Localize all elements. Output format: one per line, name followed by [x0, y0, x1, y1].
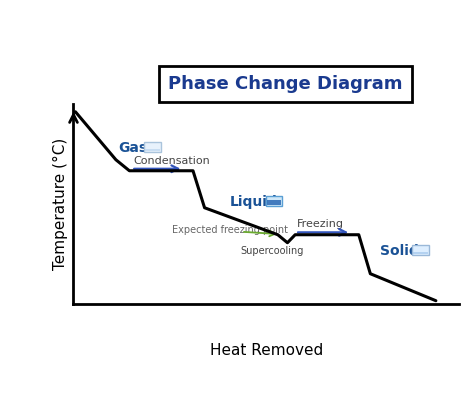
Bar [413, 252, 428, 254]
X-axis label: Heat Removed: Heat Removed [210, 343, 323, 358]
Text: Freezing: Freezing [297, 220, 344, 229]
FancyBboxPatch shape [145, 142, 161, 151]
Y-axis label: Temperature (°C): Temperature (°C) [53, 138, 68, 270]
FancyBboxPatch shape [412, 245, 428, 254]
Text: Liquid: Liquid [229, 195, 277, 209]
Text: Supercooling: Supercooling [240, 246, 304, 256]
Bar [267, 200, 281, 205]
Text: Condensation: Condensation [133, 156, 210, 166]
Text: Phase Change Diagram: Phase Change Diagram [168, 75, 403, 93]
Bar [146, 149, 160, 151]
FancyBboxPatch shape [266, 196, 282, 206]
Text: Gas: Gas [118, 141, 147, 155]
Text: Expected freezing point: Expected freezing point [172, 225, 288, 235]
Text: Solid: Solid [380, 244, 419, 258]
